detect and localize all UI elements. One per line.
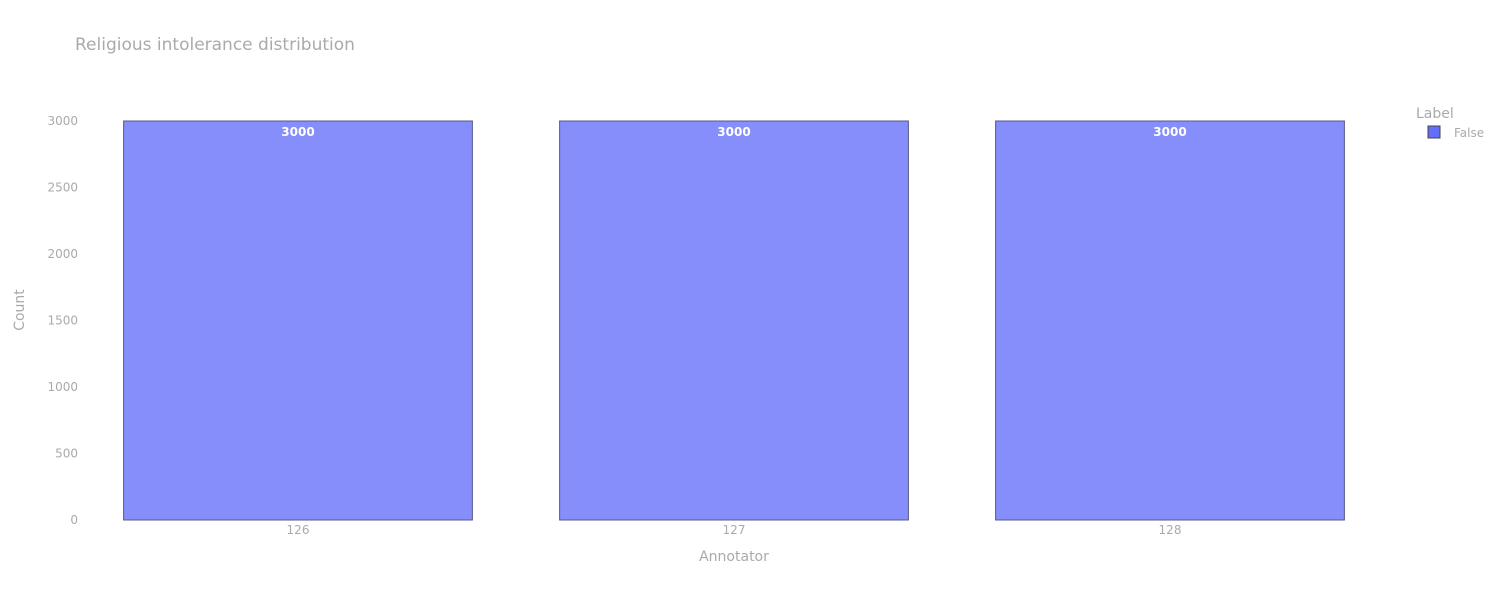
- x-tick-label: 128: [1159, 523, 1182, 537]
- bar-126[interactable]: [123, 120, 473, 521]
- legend-title: Label: [1416, 106, 1454, 122]
- y-tick-label: 2000: [47, 247, 78, 261]
- chart-title: Religious intolerance distribution: [75, 35, 355, 55]
- y-tick-label: 2500: [47, 181, 78, 195]
- bar-127[interactable]: [559, 120, 909, 521]
- bar-value-label: 3000: [717, 125, 750, 139]
- legend: Label False: [1416, 106, 1484, 140]
- y-axis: 0 500 1000 1500 2000 2500 3000: [47, 114, 78, 527]
- bar-128[interactable]: [995, 120, 1345, 521]
- x-axis: 126 127 128: [287, 523, 1182, 537]
- y-tick-label: 3000: [47, 114, 78, 128]
- bar-value-label: 3000: [281, 125, 314, 139]
- y-tick-label: 1500: [47, 314, 78, 328]
- x-tick-label: 127: [723, 523, 746, 537]
- y-axis-title: Count: [12, 289, 28, 331]
- y-tick-label: 0: [70, 513, 78, 527]
- bar-series: 3000 3000 3000: [123, 120, 1345, 521]
- x-tick-label: 126: [287, 523, 310, 537]
- bar-value-label: 3000: [1153, 125, 1186, 139]
- y-tick-label: 1000: [47, 380, 78, 394]
- legend-swatch[interactable]: [1427, 125, 1441, 139]
- legend-item-false[interactable]: False: [1454, 126, 1484, 140]
- y-tick-label: 500: [55, 447, 78, 461]
- x-axis-title: Annotator: [699, 549, 769, 565]
